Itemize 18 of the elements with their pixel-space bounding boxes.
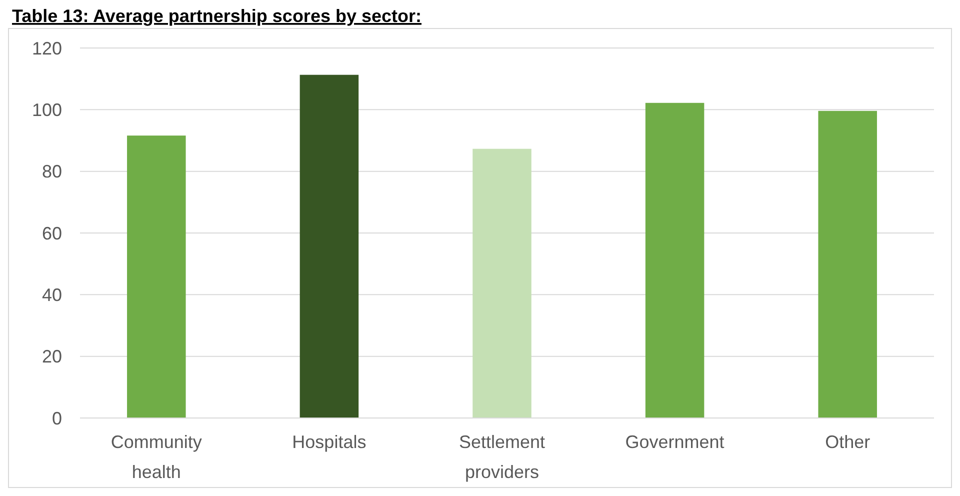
chart-title: Table 13: Average partnership scores by sector:: [12, 6, 422, 26]
bar: [818, 110, 877, 418]
y-tick-label: 100: [32, 100, 62, 120]
bar: [472, 148, 532, 418]
x-tick-label: Settlement providers: [458, 432, 546, 482]
bar: [127, 136, 186, 418]
bar: [645, 102, 704, 418]
x-tick-label: Government: [625, 432, 724, 452]
x-tick-label: Other: [825, 432, 870, 452]
x-tick-label: Hospitals: [292, 432, 366, 452]
y-tick-label: 60: [42, 223, 62, 244]
y-tick-label: 20: [42, 346, 62, 367]
y-tick-label: 40: [42, 284, 62, 305]
bar: [300, 74, 359, 418]
x-tick-label: Community health: [110, 432, 202, 482]
y-tick-label: 120: [32, 38, 62, 58]
y-tick-label: 80: [42, 162, 62, 182]
y-tick-label: 0: [52, 408, 62, 428]
